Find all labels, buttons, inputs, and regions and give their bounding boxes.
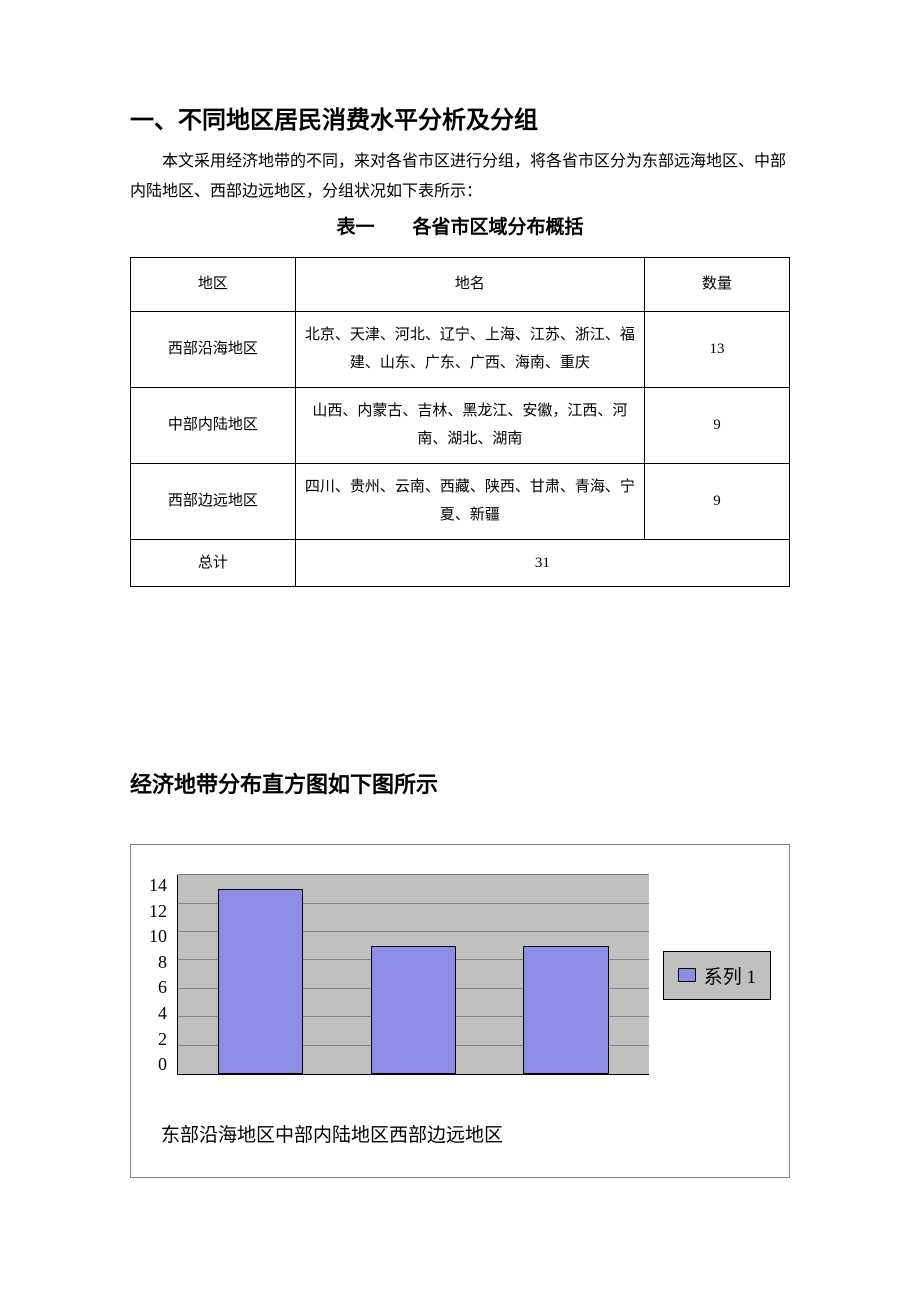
ytick-label: 0 <box>158 1054 167 1075</box>
ytick-label: 6 <box>158 977 167 998</box>
ytick-label: 4 <box>158 1003 167 1024</box>
ytick-label: 8 <box>158 952 167 973</box>
cell-region: 西部沿海地区 <box>131 311 296 387</box>
th-count: 数量 <box>645 258 790 312</box>
region-table: 地区 地名 数量 西部沿海地区 北京、天津、河北、辽宁、上海、江苏、浙江、福建、… <box>130 257 790 587</box>
bar-slot <box>337 875 490 1074</box>
th-region: 地区 <box>131 258 296 312</box>
ytick-label: 2 <box>158 1029 167 1050</box>
cell-region: 中部内陆地区 <box>131 387 296 463</box>
chart-heading: 经济地带分布直方图如下图所示 <box>130 767 790 799</box>
cell-total-value: 31 <box>295 539 789 587</box>
table-total-row: 总计 31 <box>131 539 790 587</box>
chart-x-axis-labels: 东部沿海地区中部内陆地区西部边远地区 <box>149 1120 771 1147</box>
bar-slot <box>184 875 337 1074</box>
cell-count: 13 <box>645 311 790 387</box>
chart-upper-row: 14 12 10 8 6 4 2 0 系列 1 <box>149 875 771 1075</box>
table-row: 中部内陆地区 山西、内蒙古、吉林、黑龙江、安徽，江西、河南、湖北、湖南 9 <box>131 387 790 463</box>
table-row: 西部沿海地区 北京、天津、河北、辽宁、上海、江苏、浙江、福建、山东、广东、广西、… <box>131 311 790 387</box>
intro-paragraph: 本文采用经济地带的不同，来对各省市区进行分组，将各省市区分为东部远海地区、中部内… <box>130 147 790 206</box>
section-heading-1: 一、不同地区居民消费水平分析及分组 <box>130 100 790 135</box>
cell-names: 北京、天津、河北、辽宁、上海、江苏、浙江、福建、山东、广东、广西、海南、重庆 <box>295 311 644 387</box>
ytick-label: 14 <box>149 875 167 896</box>
chart-plot-area <box>177 875 649 1075</box>
table-header-row: 地区 地名 数量 <box>131 258 790 312</box>
cell-count: 9 <box>645 463 790 539</box>
chart-plot-wrap <box>177 875 649 1075</box>
bar <box>218 889 304 1074</box>
legend-label: 系列 1 <box>704 962 756 989</box>
table-caption: 表一 各省市区域分布概括 <box>130 212 790 239</box>
document-page: 一、不同地区居民消费水平分析及分组 本文采用经济地带的不同，来对各省市区进行分组… <box>0 0 920 1302</box>
cell-names: 四川、贵州、云南、西藏、陕西、甘肃、青海、宁夏、新疆 <box>295 463 644 539</box>
ytick-label: 10 <box>149 926 167 947</box>
ytick-label: 12 <box>149 901 167 922</box>
chart-legend: 系列 1 <box>663 951 771 1000</box>
bar <box>523 946 609 1074</box>
cell-region: 西部边远地区 <box>131 463 296 539</box>
cell-count: 9 <box>645 387 790 463</box>
bar-slot <box>490 875 643 1074</box>
bar-chart: 14 12 10 8 6 4 2 0 系列 1 东部沿海地区中部内陆地区西部边远… <box>130 844 790 1178</box>
cell-names: 山西、内蒙古、吉林、黑龙江、安徽，江西、河南、湖北、湖南 <box>295 387 644 463</box>
th-names: 地名 <box>295 258 644 312</box>
chart-y-axis: 14 12 10 8 6 4 2 0 <box>149 875 177 1075</box>
cell-total-label: 总计 <box>131 539 296 587</box>
bar <box>371 946 457 1074</box>
legend-swatch-icon <box>678 968 696 982</box>
table-row: 西部边远地区 四川、贵州、云南、西藏、陕西、甘肃、青海、宁夏、新疆 9 <box>131 463 790 539</box>
